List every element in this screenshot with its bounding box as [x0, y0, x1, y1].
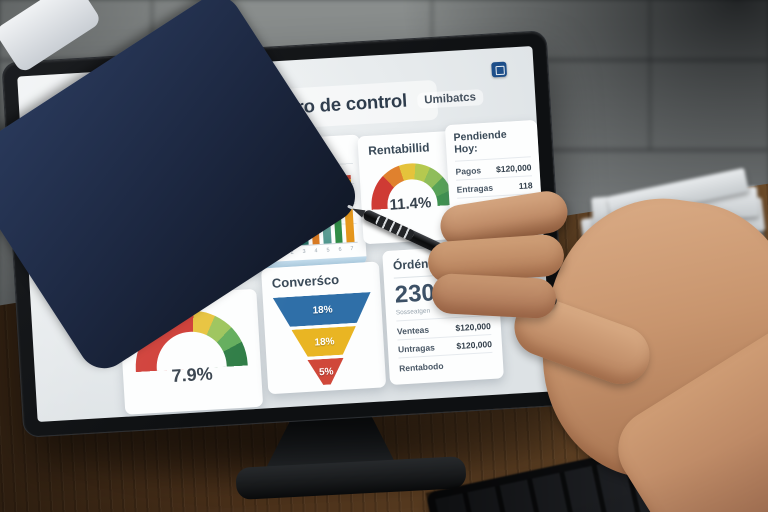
paper-stack: [578, 167, 768, 276]
y-tick: 3.00%: [246, 164, 265, 172]
x-tick: 3: [302, 248, 306, 255]
bar-chart: [269, 162, 358, 248]
funnel-segment: 18%: [273, 292, 373, 328]
ventas-delta: + 6.2%: [97, 206, 139, 225]
card-pendiente-hoy: Pendiende Hoy: Pagos $120,000 Entragas 118 R…: [444, 119, 543, 228]
funnel-chart: 18% 18% 5%: [273, 292, 376, 386]
card-title: Pendiende Hoy:: [453, 128, 507, 156]
card-title: Ventas: [94, 155, 134, 173]
magnifier-lens: [605, 283, 717, 347]
app-logo-icon[interactable]: [491, 61, 508, 78]
card-conversion: Converśco 18% 18% 5%: [261, 261, 387, 395]
x-tick: 7: [350, 245, 354, 253]
monitor: Cómo construir un táblero de control Umi…: [1, 30, 569, 438]
y-tick: 1.00%: [251, 241, 269, 249]
magnifying-glass: [605, 283, 768, 390]
x-axis: 1 2 3 4 5 6 7: [274, 246, 358, 257]
ventas-delta-caption: Contaseringen: [175, 208, 218, 219]
x-tick: 6: [338, 246, 342, 253]
bar: [275, 212, 286, 247]
x-tick: 2: [290, 249, 294, 256]
card-ordenes: Órdéns 230 Sosseatgen Venteas $120,000 Unt…: [382, 244, 504, 386]
y-axis: 3.00% 2.00% 2.00% 1.00%: [237, 164, 272, 250]
card-title: Converśco: [271, 271, 340, 291]
card-ventas: Ventas $1,453,000 + 6.2% Contaseringen: [83, 142, 232, 291]
card-title: Órdéns: [392, 256, 436, 273]
bar: [321, 197, 332, 244]
dashboard-screen: Cómo construir un táblero de control Umi…: [17, 46, 553, 422]
ventas-value: $1,453,000: [95, 170, 186, 198]
ventas-sparkline: [100, 228, 219, 263]
bar: [331, 170, 344, 244]
menu-button[interactable]: Umibatcs: [416, 89, 484, 109]
funnel-segment: 18%: [291, 326, 357, 358]
x-tick: 5: [326, 247, 330, 254]
table-row: Retrabojo $32,000: [457, 193, 535, 217]
card-margen-neto: Margen Neto 7.9%: [118, 287, 264, 415]
ordenes-list: Venteas $120,000 Untragas $120,000 Rentabodo: [396, 314, 494, 376]
x-tick: 4: [314, 248, 318, 255]
bar: [298, 203, 309, 246]
card-title: Lcuidez: [243, 146, 290, 164]
x-tick: 1: [278, 250, 282, 257]
bar: [343, 174, 355, 243]
pendiente-list: Pagos $120,000 Entragas 118 Retrabojo $32,000: [454, 156, 535, 217]
y-tick: 2.00%: [248, 190, 266, 198]
y-tick: 2.00%: [249, 216, 268, 224]
card-title: Margen Neto: [128, 286, 208, 307]
card-liquidez: Lcuidez 3.00% 2.00% 2.00% 1.00% 1 2 3 4 5 6 7: [233, 134, 367, 272]
bar: [310, 216, 320, 245]
funnel-segment: 5%: [307, 358, 345, 386]
ordenes-value: 230: [394, 279, 436, 309]
bar: [285, 183, 297, 246]
card-title: Rentabillid: [367, 140, 430, 158]
